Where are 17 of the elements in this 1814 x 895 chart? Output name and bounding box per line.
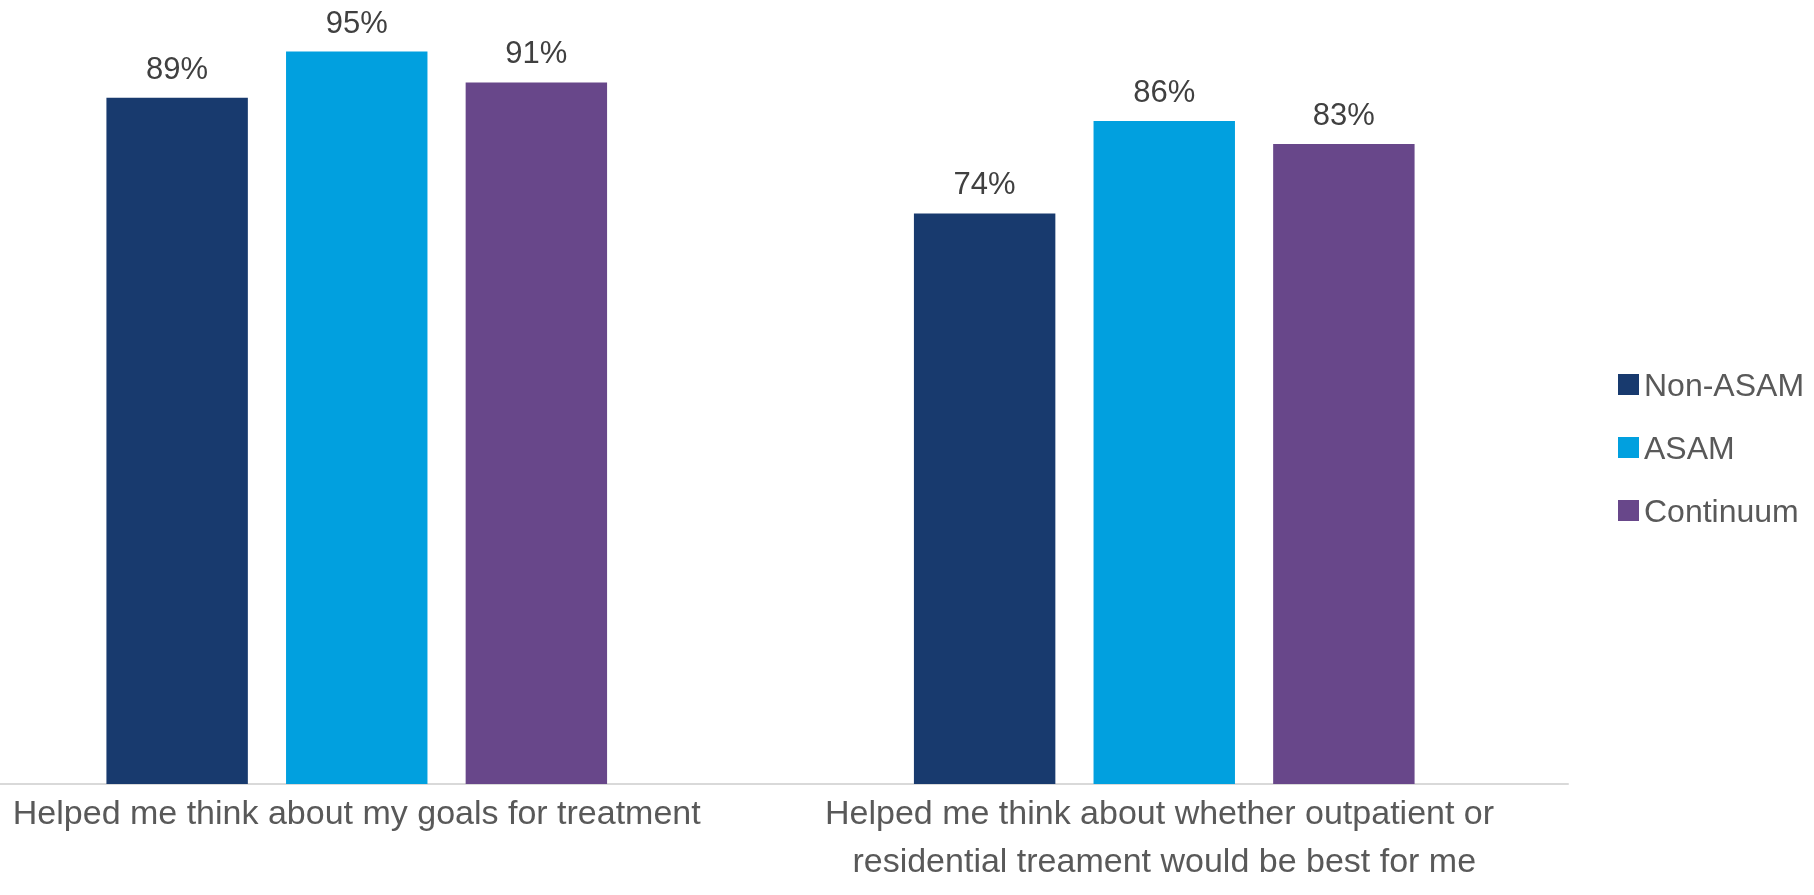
data-label: 91% <box>505 35 568 71</box>
data-label: 95% <box>325 4 388 40</box>
data-label: 89% <box>146 50 209 86</box>
x-tick-label: Helped me think about whether outpatient or residential treament would be best for me <box>824 793 1504 879</box>
bar <box>913 213 1056 784</box>
legend-label: Continuum <box>1644 492 1799 529</box>
x-tick-label: Helped me think about my goals for treatment <box>12 793 702 831</box>
bar <box>465 82 608 784</box>
bar <box>286 51 428 784</box>
bar <box>106 97 248 784</box>
legend-label: ASAM <box>1644 429 1735 466</box>
bar <box>1093 120 1235 784</box>
legend-label: Non-ASAM <box>1644 366 1805 403</box>
data-label: 83% <box>1312 97 1375 133</box>
data-label: 86% <box>1133 73 1196 109</box>
bar <box>1273 144 1415 784</box>
data-label: 74% <box>953 166 1016 202</box>
